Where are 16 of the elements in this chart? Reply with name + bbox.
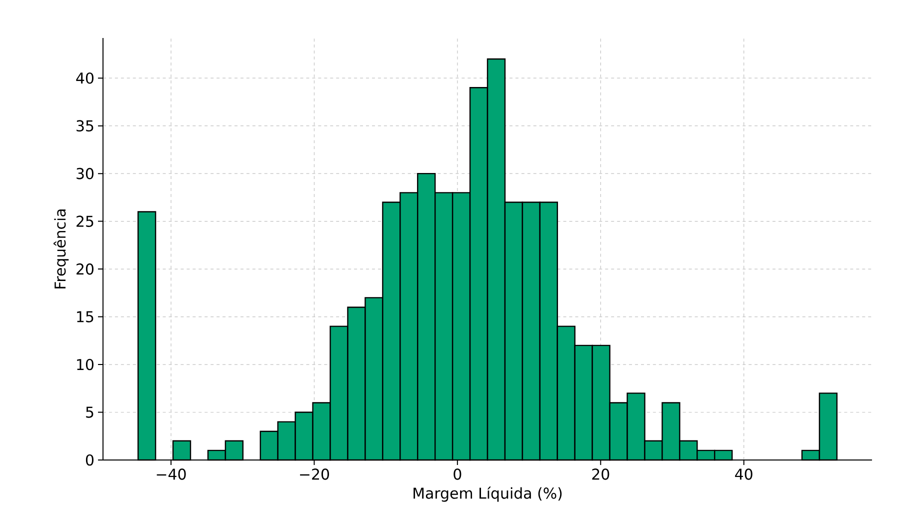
x-tick-label: −20 xyxy=(300,468,330,480)
y-axis-title: Frequência xyxy=(54,210,69,288)
x-tick-label: −40 xyxy=(156,468,186,480)
y-tick-label: 25 xyxy=(76,216,94,227)
x-tick-label: 40 xyxy=(735,468,752,480)
y-tick-label: 20 xyxy=(76,263,94,275)
y-tick-label: 30 xyxy=(76,168,94,180)
x-tick-label: 20 xyxy=(592,468,610,480)
y-tick-label: 35 xyxy=(76,120,94,132)
x-tick-label: 0 xyxy=(454,468,462,480)
y-tick-label: 0 xyxy=(86,454,94,466)
x-axis-title: Margem Líquida (%) xyxy=(414,486,562,502)
y-tick-label: 10 xyxy=(77,358,94,370)
y-tick-label: 5 xyxy=(86,406,94,418)
y-tick-label: 40 xyxy=(76,72,94,84)
y-tick-label: 15 xyxy=(77,311,94,322)
